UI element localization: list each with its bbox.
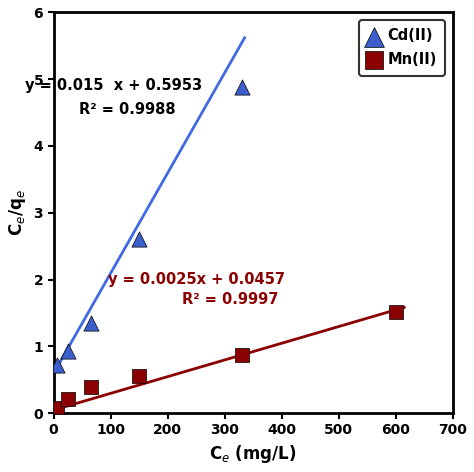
Mn(II) (53, 405, 60, 412)
Cd(II) (64, 347, 72, 355)
Mn(II) (64, 395, 72, 403)
Mn(II) (87, 383, 94, 391)
Text: y = 0.015  x + 0.5953: y = 0.015 x + 0.5953 (25, 78, 202, 93)
Legend: Cd(II), Mn(II): Cd(II), Mn(II) (359, 20, 446, 76)
X-axis label: C$_e$ (mg/L): C$_e$ (mg/L) (210, 443, 297, 465)
Cd(II) (53, 361, 60, 369)
Mn(II) (136, 372, 143, 380)
Y-axis label: C$_e$/q$_e$: C$_e$/q$_e$ (7, 189, 28, 236)
Cd(II) (238, 84, 246, 91)
Mn(II) (392, 308, 400, 315)
Cd(II) (136, 236, 143, 243)
Mn(II) (238, 351, 246, 358)
Text: R² = 0.9997: R² = 0.9997 (182, 292, 279, 307)
Cd(II) (87, 319, 94, 327)
Text: y = 0.0025x + 0.0457: y = 0.0025x + 0.0457 (108, 272, 285, 287)
Text: R² = 0.9988: R² = 0.9988 (80, 102, 176, 117)
